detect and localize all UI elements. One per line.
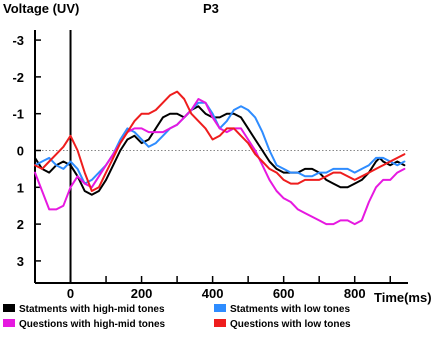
legend-swatch — [3, 319, 15, 327]
series-line-1 — [34, 105, 406, 196]
x-tick-label: 400 — [202, 286, 224, 301]
legend-label: Statments with low tones — [230, 304, 350, 315]
y-tick-label: 1 — [17, 180, 24, 195]
legend-label: Questions with low tones — [230, 319, 351, 330]
x-tick-label: 200 — [131, 286, 153, 301]
legend-swatch — [3, 304, 15, 312]
y-tick-label: -1 — [12, 107, 24, 122]
y-axis-label: Voltage (UV) — [3, 1, 79, 16]
y-tick-label: 3 — [17, 254, 24, 269]
chart-title: P3 — [203, 1, 219, 16]
legend-label: Questions with high-mid tones — [19, 319, 166, 330]
x-tick-label: 600 — [273, 286, 295, 301]
x-axis-label: Time(ms) — [374, 290, 432, 305]
legend-swatch — [214, 304, 226, 312]
x-tick-label: 800 — [344, 286, 366, 301]
series-line-3 — [34, 98, 406, 226]
y-tick-label: -2 — [12, 70, 24, 85]
y-tick-label: 0 — [17, 144, 24, 159]
y-tick-label: -3 — [12, 33, 24, 48]
y-tick-label: 2 — [17, 217, 24, 232]
x-tick-label: 0 — [67, 286, 74, 301]
legend-label: Statments with high-mid tones — [19, 304, 165, 315]
legend-swatch — [214, 319, 226, 327]
series-line-2 — [34, 101, 406, 185]
series-line-4 — [34, 90, 406, 192]
